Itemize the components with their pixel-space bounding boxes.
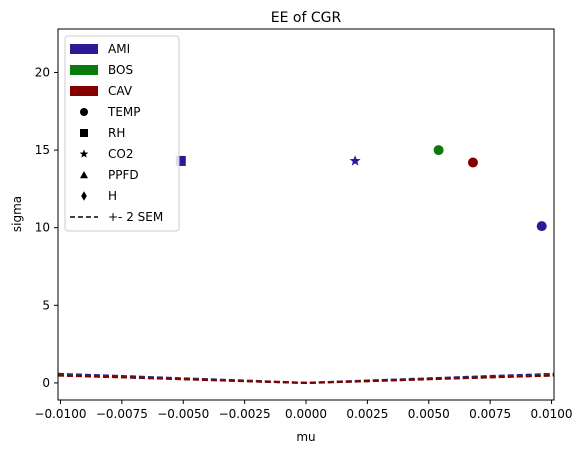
x-axis-label: mu xyxy=(296,430,315,444)
x-tick-label: 0.0025 xyxy=(346,407,388,421)
legend-box xyxy=(64,35,180,232)
legend-label: +- 2 SEM xyxy=(108,210,163,224)
legend-marker-diamond xyxy=(81,191,87,201)
data-point-bos-temp xyxy=(433,145,444,156)
legend-item-bos: BOS xyxy=(70,63,133,77)
x-tick-label: −0.0025 xyxy=(219,407,271,421)
x-tick-label: 0.0100 xyxy=(531,407,573,421)
legend-label: BOS xyxy=(108,63,133,77)
legend-marker-star xyxy=(79,149,89,158)
axis-ticks: −0.0100 −0.0075 −0.0050 −0.0025 0.0000 0.0025… xyxy=(34,65,572,421)
y-axis-label: sigma xyxy=(10,196,24,232)
legend-label: TEMP xyxy=(107,105,141,119)
chart-title: EE of CGR xyxy=(271,10,342,26)
legend-swatch xyxy=(70,86,98,96)
y-tick-label: 20 xyxy=(35,65,50,79)
data-point-ami-rh xyxy=(175,155,186,166)
data-point-ami-temp xyxy=(536,221,547,232)
x-tick-label: 0.0075 xyxy=(469,407,511,421)
legend-item-rh: RH xyxy=(80,126,125,140)
legend-item-temp: TEMP xyxy=(80,105,141,119)
y-tick-label: 15 xyxy=(35,143,50,157)
legend-label: CO2 xyxy=(108,147,133,161)
plot-area xyxy=(58,145,554,385)
legend-item-co2: CO2 xyxy=(79,147,133,161)
y-tick-label: 5 xyxy=(42,298,50,312)
legend: AMI BOS CAV TEMP RH CO2 PPFD H +- 2 SEM xyxy=(64,35,180,232)
legend-item-ppfd: PPFD xyxy=(80,168,139,182)
legend-swatch xyxy=(70,44,98,54)
legend-item-2-sem: +- 2 SEM xyxy=(70,210,163,224)
legend-marker-triangle xyxy=(80,171,88,179)
legend-label: H xyxy=(108,189,117,203)
y-tick-label: 10 xyxy=(35,221,50,235)
x-tick-label: −0.0100 xyxy=(34,407,86,421)
legend-item-h: H xyxy=(81,189,117,203)
data-point-ami-co2 xyxy=(349,155,361,166)
x-tick-label: −0.0050 xyxy=(157,407,209,421)
x-tick-label: −0.0075 xyxy=(96,407,148,421)
x-tick-label: 0.0050 xyxy=(408,407,450,421)
y-tick-label: 0 xyxy=(42,376,50,390)
data-point-cav-temp xyxy=(467,157,478,168)
legend-item-cav: CAV xyxy=(70,84,133,98)
legend-swatch xyxy=(70,65,98,75)
legend-item-ami: AMI xyxy=(70,42,130,56)
legend-label: PPFD xyxy=(108,168,139,182)
legend-label: AMI xyxy=(108,42,130,56)
legend-marker-square xyxy=(80,129,88,137)
sem-curve-cav xyxy=(58,374,554,385)
legend-marker-circle xyxy=(80,108,88,116)
legend-label: CAV xyxy=(108,84,133,98)
x-tick-label: 0.0000 xyxy=(285,407,327,421)
legend-label: RH xyxy=(108,126,125,140)
